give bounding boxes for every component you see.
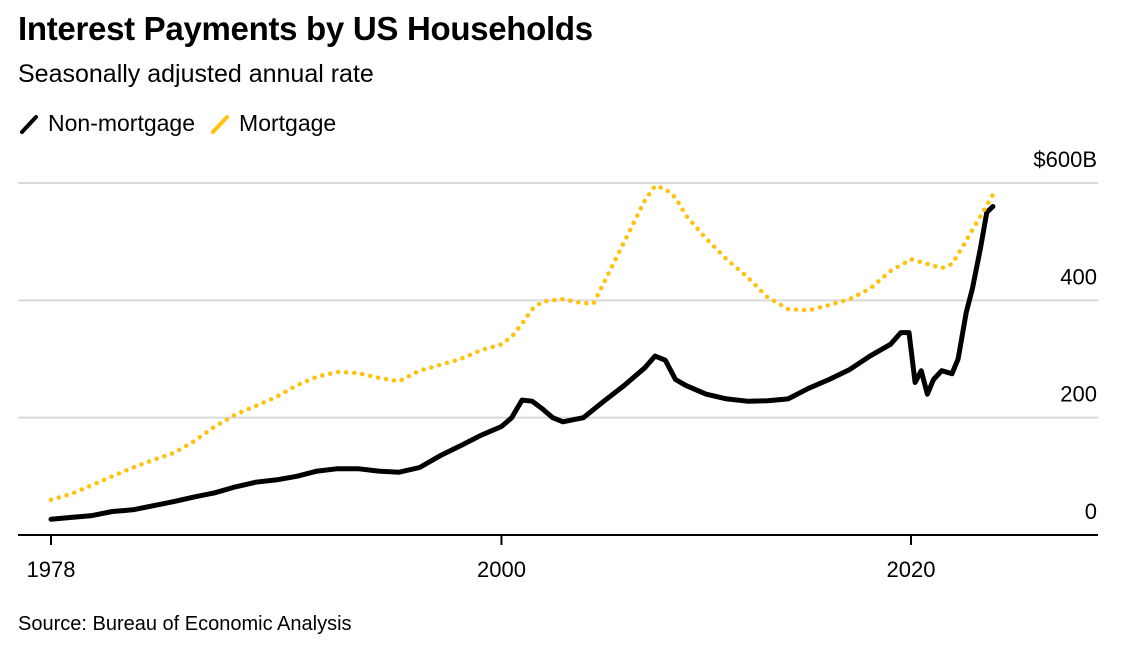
y-tick-label: 200 [1060, 382, 1097, 407]
legend-item-mortgage: Mortgage [209, 110, 336, 137]
y-tick-label: 400 [1060, 264, 1097, 289]
legend-label-mortgage: Mortgage [239, 110, 337, 136]
y-axis-ticks: 0 200 400 $600B [1033, 147, 1097, 524]
legend-label-non-mortgage: Non-mortgage [48, 110, 196, 136]
legend-swatch-non-mortgage [20, 114, 38, 134]
source-note: Source: Bureau of Economic Analysis [18, 613, 352, 635]
chart-title: Interest Payments by US Households [18, 10, 593, 47]
gridlines [18, 182, 1098, 419]
x-tick-label: 2020 [887, 557, 936, 582]
y-tick-label: 0 [1085, 499, 1097, 524]
x-tick-label: 2000 [477, 557, 526, 582]
chart-subtitle: Seasonally adjusted annual rate [18, 60, 374, 88]
y-tick-label: $600B [1033, 147, 1097, 172]
legend-item-non-mortgage: Non-mortgage [18, 110, 195, 137]
x-tick-label: 1978 [27, 557, 76, 582]
series-line-non-mortgage [48, 204, 996, 522]
series-lines [48, 183, 996, 522]
x-axis-ticks: 1978 2000 2020 [18, 534, 1098, 582]
series-line-mortgage [48, 183, 996, 503]
legend: Non-mortgage Mortgage [18, 110, 350, 137]
legend-swatch-mortgage [211, 114, 230, 134]
